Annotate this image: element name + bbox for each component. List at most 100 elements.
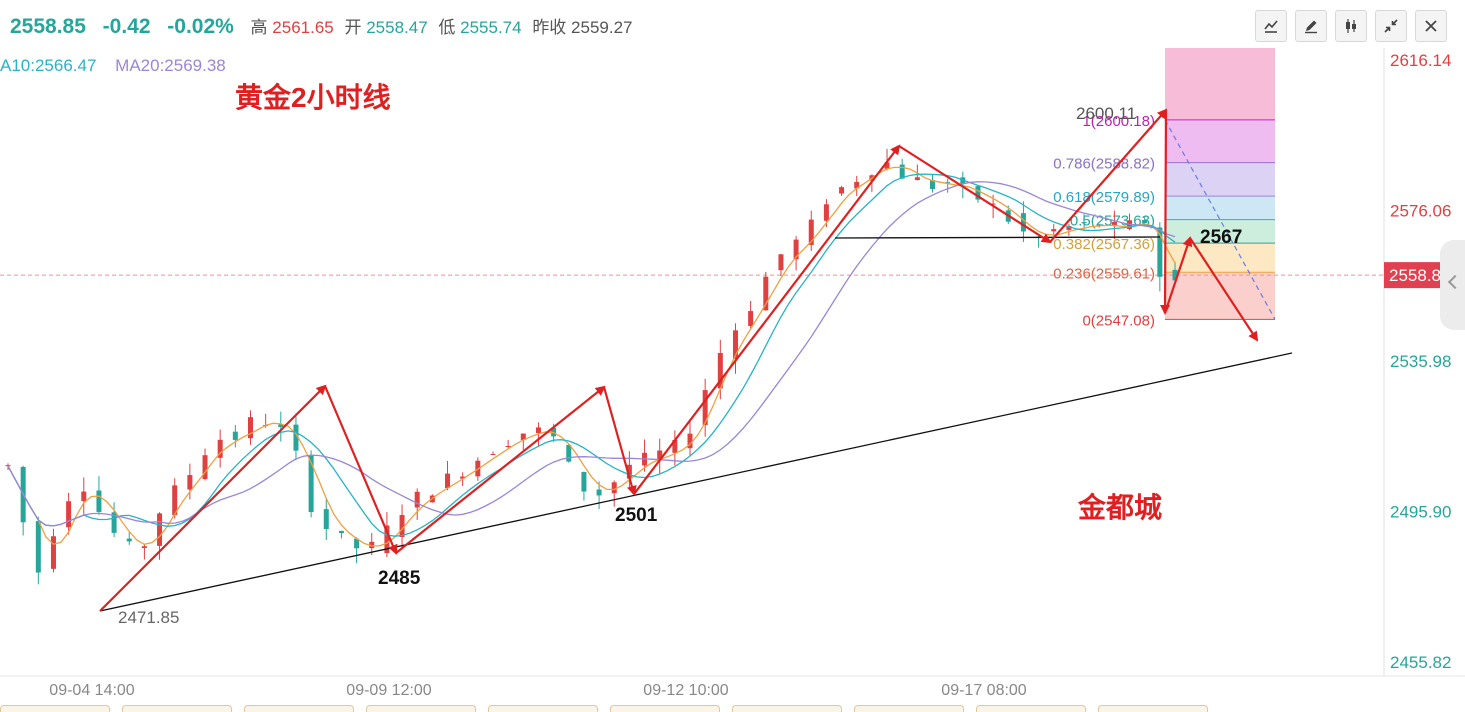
candle-body: [414, 491, 420, 508]
prev-close-label: 昨收: [532, 18, 567, 37]
current-price-tag-label: 2558.85: [1389, 266, 1450, 285]
candle-body: [581, 472, 587, 492]
fib-zone: [1165, 272, 1275, 320]
candle-body: [823, 204, 829, 221]
candle-body: [884, 162, 890, 169]
fib-diagonal: [1164, 119, 1276, 320]
candle-body: [323, 509, 329, 529]
bottom-tab[interactable]: [976, 705, 1086, 712]
collapse-icon[interactable]: [1375, 10, 1407, 42]
bottom-tab[interactable]: [610, 705, 720, 712]
bottom-tab[interactable]: [1098, 705, 1208, 712]
low-value: 2555.74: [460, 18, 522, 37]
pencil-icon[interactable]: [1295, 10, 1327, 42]
candle-body: [232, 431, 238, 440]
chart-toolbar: [1255, 10, 1447, 42]
candle-body: [1066, 225, 1072, 230]
x-tick-label: 09-17 08:00: [941, 682, 1027, 699]
x-tick-label: 09-12 10:00: [643, 682, 729, 699]
candle-body: [1157, 227, 1163, 277]
candle-body: [687, 433, 693, 449]
target-label: 2567: [1200, 227, 1242, 248]
candle-body: [899, 164, 905, 179]
close-icon[interactable]: [1415, 10, 1447, 42]
moving-averages: [7, 166, 1176, 547]
candle-body: [1020, 213, 1026, 232]
swing-low-label: 2501: [615, 505, 658, 526]
bottom-tab[interactable]: [244, 705, 354, 712]
trend-arrow: [323, 385, 398, 555]
candle-body: [308, 455, 314, 513]
bottom-tab[interactable]: [732, 705, 842, 712]
candle-body: [520, 433, 526, 441]
candle-body: [66, 501, 72, 528]
watermark: 金都城: [1077, 491, 1162, 523]
candle-body: [293, 424, 299, 451]
ma20-legend: MA20:2569.38: [115, 56, 226, 75]
open-value: 2558.47: [366, 18, 428, 37]
candle-body: [990, 203, 996, 205]
candle-body: [793, 239, 799, 260]
candle-body: [338, 530, 344, 534]
y-tick-label: 2455.82: [1390, 653, 1451, 672]
bottom-tab[interactable]: [0, 705, 110, 712]
candles: [5, 148, 1178, 585]
fib-level-label: 0(2547.08): [1082, 312, 1155, 329]
candle-body: [126, 538, 132, 542]
candle-body: [111, 512, 117, 533]
candle-body: [5, 465, 11, 467]
candle-body: [96, 490, 102, 512]
bottom-tab[interactable]: [366, 705, 476, 712]
fib-zone: [1165, 219, 1275, 244]
price-change: -0.42: [102, 15, 151, 38]
side-panel-toggle[interactable]: [1440, 240, 1465, 330]
candle-body: [672, 439, 678, 453]
candle-body: [505, 445, 511, 447]
bottom-tabs: [0, 705, 1465, 712]
candle-body: [187, 475, 193, 490]
candle-body: [732, 330, 738, 359]
high-value: 2561.65: [272, 18, 334, 37]
support-line: [834, 236, 1161, 239]
x-tick-label: 09-09 12:00: [346, 682, 432, 699]
bottom-tab[interactable]: [854, 705, 964, 712]
candle-body: [278, 424, 284, 428]
line-chart-icon[interactable]: [1255, 10, 1287, 42]
candle-body: [778, 254, 784, 271]
fibonacci-zones: 1(2600.18) 0.786(2588.82) 0.618(2579.89) 0.…: [1053, 48, 1276, 329]
candle-body: [566, 444, 572, 462]
y-tick-label: 2576.06: [1390, 202, 1451, 221]
swing-low-label: 2485: [378, 568, 421, 589]
candle-body: [1051, 229, 1057, 232]
candle-body: [399, 515, 405, 538]
candlestick-icon[interactable]: [1335, 10, 1367, 42]
trend-arrow: [898, 145, 1052, 244]
candle-body: [808, 219, 814, 245]
candle-body: [460, 476, 466, 479]
fib-zone: [1165, 119, 1275, 163]
candle-body: [384, 525, 390, 554]
y-tick-label: 2535.98: [1390, 352, 1451, 371]
trend-arrow: [602, 386, 637, 496]
candle-body: [657, 450, 663, 460]
candle-body: [445, 473, 451, 489]
candle-body: [535, 427, 541, 433]
candle-body: [930, 180, 936, 190]
y-tick-label: 2495.90: [1390, 503, 1451, 522]
bottom-tab[interactable]: [122, 705, 232, 712]
bottom-tab[interactable]: [488, 705, 598, 712]
price-label-start: 2471.85: [118, 608, 179, 627]
ma10-legend: A10:2566.47: [0, 56, 97, 75]
quote-header: 2558.85 -0.42 -0.02% 高 2561.65 开 2558.47…: [0, 0, 1465, 52]
fib-zone: [1165, 162, 1275, 197]
candle-body: [1172, 269, 1178, 281]
candle-body: [1081, 222, 1087, 224]
candle-body: [611, 482, 617, 494]
x-tick-label: 09-04 14:00: [49, 682, 135, 699]
candle-body: [1111, 221, 1117, 226]
candle-body: [748, 311, 754, 326]
ma-legend: A10:2566.47 MA20:2569.38: [0, 56, 226, 76]
prev-close-value: 2559.27: [571, 18, 633, 37]
candle-body: [839, 187, 845, 194]
